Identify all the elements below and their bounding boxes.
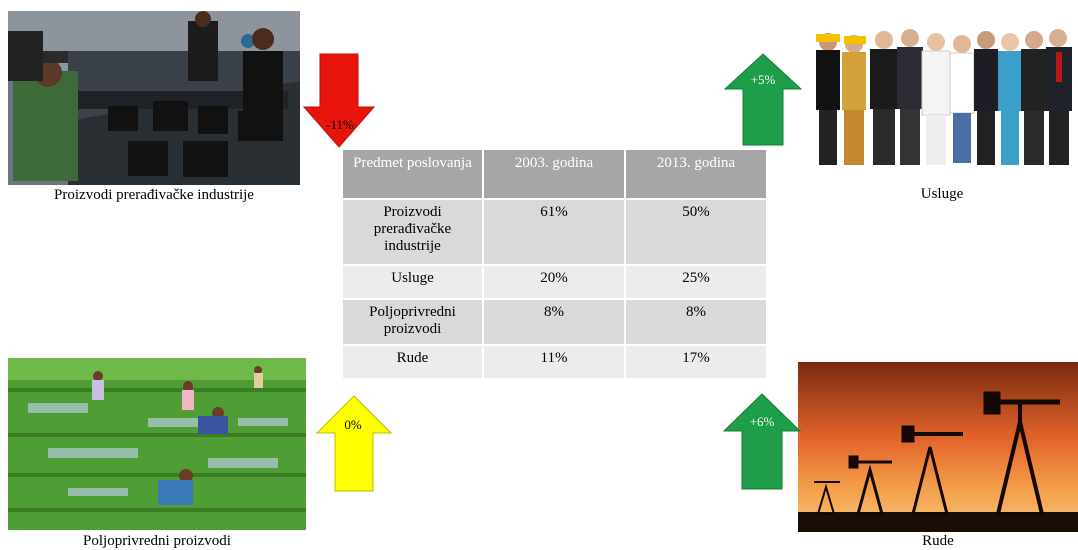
ores-change: +6% [749, 414, 775, 429]
row-value-2003: 20% [482, 266, 626, 298]
trade-structure-table: Predmet poslovanja 2003. godina 2013. go… [343, 148, 766, 380]
services-caption: Usluge [920, 186, 964, 202]
table-row: Poljoprivredni proizvodi 8% 8% [343, 300, 766, 344]
table-row: Rude 11% 17% [343, 346, 766, 378]
arrow-up-icon [315, 395, 393, 492]
agriculture-photo [8, 358, 306, 530]
arrow-up-icon [722, 393, 802, 490]
row-value-2003: 11% [482, 346, 626, 378]
ores-photo [798, 362, 1078, 532]
services-photo [806, 22, 1078, 172]
row-value-2013: 17% [626, 346, 766, 378]
row-category: Rude [343, 346, 482, 378]
table-row: Proizvodi prerađivačke industrije 61% 50… [343, 200, 766, 264]
row-category: Usluge [343, 266, 482, 298]
agriculture-caption: Poljoprivredni proizvodi [83, 533, 231, 549]
services-change: +5% [750, 72, 776, 87]
manufacturing-photo [8, 11, 300, 185]
row-value-2013: 25% [626, 266, 766, 298]
column-header-2013: 2013. godina [626, 150, 766, 198]
table-header-row: Predmet poslovanja 2003. godina 2013. go… [343, 150, 766, 198]
manufacturing-change: -11% [326, 117, 354, 132]
row-category: Proizvodi prerađivačke industrije [343, 200, 482, 264]
column-header-2003: 2003. godina [482, 150, 626, 198]
row-value-2003: 8% [482, 300, 626, 344]
manufacturing-caption: Proizvodi prerađivačke industrije [54, 187, 254, 203]
row-value-2003: 61% [482, 200, 626, 264]
arrow-up-icon [723, 53, 803, 146]
row-category: Poljoprivredni proizvodi [343, 300, 482, 344]
table-row: Usluge 20% 25% [343, 266, 766, 298]
arrow-down-icon [302, 53, 376, 148]
ores-caption: Rude [922, 533, 954, 549]
agriculture-change: 0% [344, 417, 362, 432]
column-header-category: Predmet poslovanja [343, 150, 482, 198]
row-value-2013: 50% [626, 200, 766, 264]
row-value-2013: 8% [626, 300, 766, 344]
